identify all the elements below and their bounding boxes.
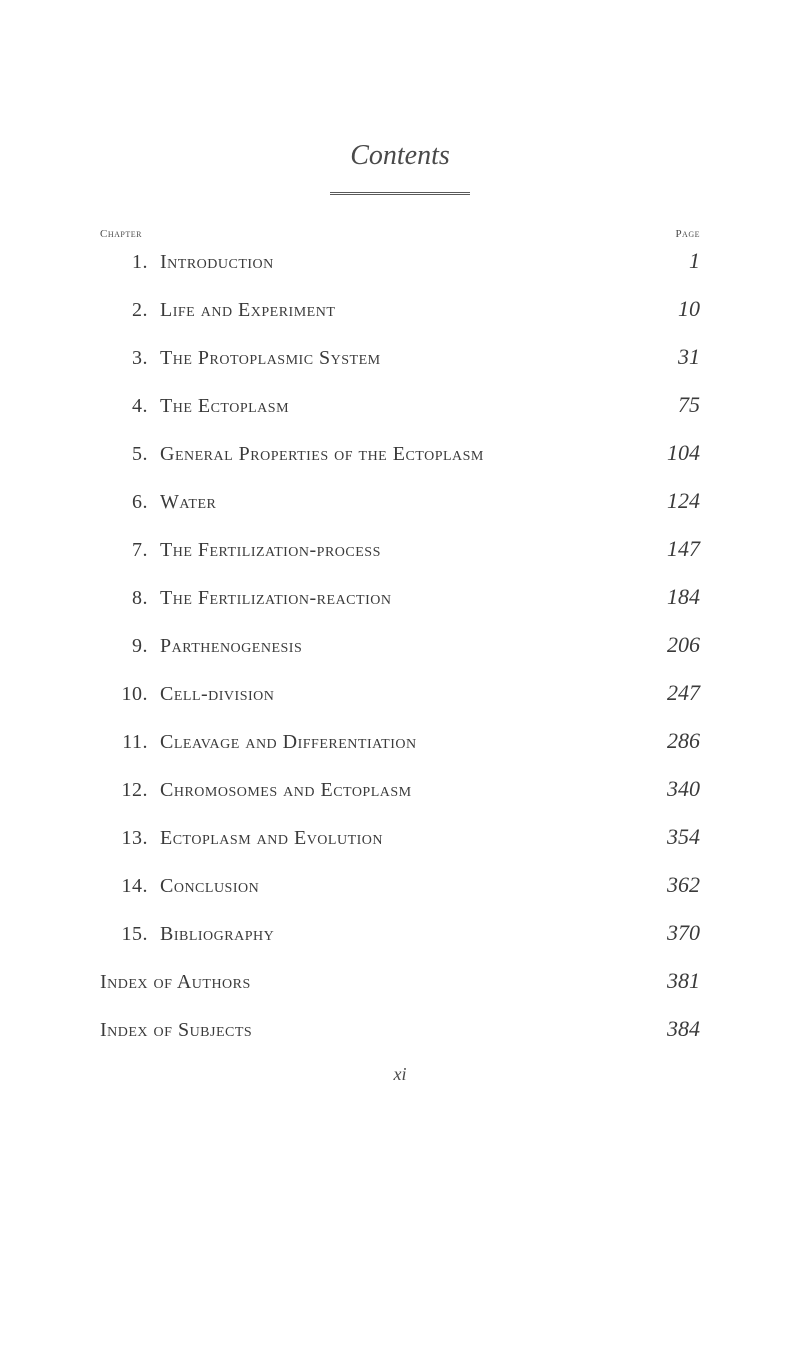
chapter-number: 15. <box>100 923 148 946</box>
toc-entry: 3. The Protoplasmic System 31 <box>100 344 700 370</box>
page-number: 75 <box>630 392 700 418</box>
chapter-number: 11. <box>100 731 148 754</box>
chapter-title: Conclusion <box>148 875 630 898</box>
index-title: Index of Subjects <box>100 1019 630 1042</box>
toc-entry: 6. Water 124 <box>100 488 700 514</box>
page-number: 340 <box>630 776 700 802</box>
page-number: 104 <box>630 440 700 466</box>
page-number: 1 <box>630 248 700 274</box>
table-of-contents: 1. Introduction 1 2. Life and Experiment… <box>100 248 700 1042</box>
chapter-title: Ectoplasm and Evolution <box>148 827 630 850</box>
toc-entry: 2. Life and Experiment 10 <box>100 296 700 322</box>
chapter-number: 4. <box>100 395 148 418</box>
page-number: 247 <box>630 680 700 706</box>
toc-index-entry: Index of Subjects 384 <box>100 1016 700 1042</box>
chapter-title: Life and Experiment <box>148 299 630 322</box>
chapter-number: 12. <box>100 779 148 802</box>
chapter-title: Cleavage and Differentiation <box>148 731 630 754</box>
chapter-number: 9. <box>100 635 148 658</box>
chapter-title: Introduction <box>148 251 630 274</box>
page-number: 354 <box>630 824 700 850</box>
chapter-number: 1. <box>100 251 148 274</box>
page-number: 10 <box>630 296 700 322</box>
toc-entry: 10. Cell-division 247 <box>100 680 700 706</box>
chapter-number: 14. <box>100 875 148 898</box>
page-number: 370 <box>630 920 700 946</box>
page-number: 147 <box>630 536 700 562</box>
toc-index-entry: Index of Authors 381 <box>100 968 700 994</box>
chapter-number: 6. <box>100 491 148 514</box>
chapter-number: 8. <box>100 587 148 610</box>
page-number: 362 <box>630 872 700 898</box>
page-number: 184 <box>630 584 700 610</box>
chapter-title: The Protoplasmic System <box>148 347 630 370</box>
chapter-title: General Properties of the Ectoplasm <box>148 443 630 466</box>
toc-entry: 7. The Fertilization-process 147 <box>100 536 700 562</box>
chapter-title: Chromosomes and Ectoplasm <box>148 779 630 802</box>
chapter-title: The Ectoplasm <box>148 395 630 418</box>
page-number: 384 <box>630 1016 700 1042</box>
page-number: 31 <box>630 344 700 370</box>
chapter-title: Water <box>148 491 630 514</box>
chapter-header-label: Chapter <box>100 228 142 240</box>
page-title: Contents <box>100 140 700 172</box>
chapter-title: Bibliography <box>148 923 630 946</box>
toc-entry: 9. Parthenogenesis 206 <box>100 632 700 658</box>
chapter-number: 2. <box>100 299 148 322</box>
page-header-label: Page <box>675 228 700 240</box>
chapter-title: Parthenogenesis <box>148 635 630 658</box>
toc-entry: 13. Ectoplasm and Evolution 354 <box>100 824 700 850</box>
page-number: 124 <box>630 488 700 514</box>
toc-entry: 1. Introduction 1 <box>100 248 700 274</box>
chapter-number: 13. <box>100 827 148 850</box>
toc-entry: 8. The Fertilization-reaction 184 <box>100 584 700 610</box>
column-headers: Chapter Page <box>100 228 700 240</box>
toc-entry: 12. Chromosomes and Ectoplasm 340 <box>100 776 700 802</box>
chapter-number: 3. <box>100 347 148 370</box>
chapter-number: 10. <box>100 683 148 706</box>
chapter-number: 5. <box>100 443 148 466</box>
page-footer-number: xi <box>100 1064 700 1085</box>
chapter-title: Cell-division <box>148 683 630 706</box>
chapter-number: 7. <box>100 539 148 562</box>
toc-entry: 5. General Properties of the Ectoplasm 1… <box>100 440 700 466</box>
index-title: Index of Authors <box>100 971 630 994</box>
chapter-title: The Fertilization-process <box>148 539 630 562</box>
toc-entry: 11. Cleavage and Differentiation 286 <box>100 728 700 754</box>
page-number: 286 <box>630 728 700 754</box>
page-number: 381 <box>630 968 700 994</box>
title-divider <box>330 192 470 193</box>
toc-entry: 4. The Ectoplasm 75 <box>100 392 700 418</box>
toc-entry: 15. Bibliography 370 <box>100 920 700 946</box>
toc-entry: 14. Conclusion 362 <box>100 872 700 898</box>
page-number: 206 <box>630 632 700 658</box>
chapter-title: The Fertilization-reaction <box>148 587 630 610</box>
